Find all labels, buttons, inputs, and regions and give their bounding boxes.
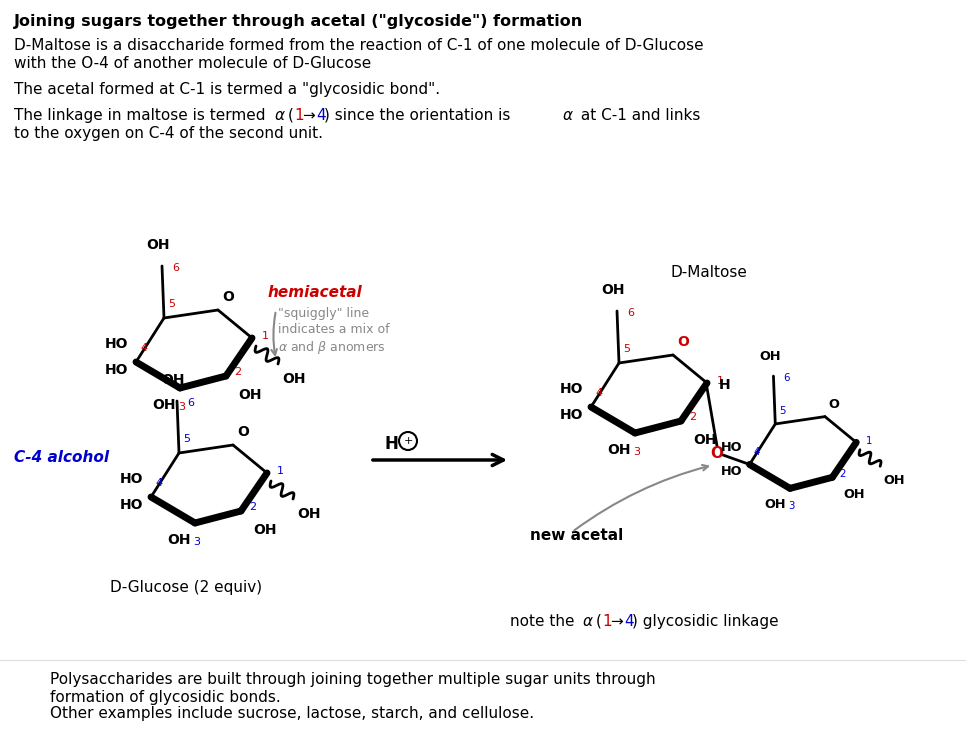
Text: 6: 6 bbox=[628, 308, 635, 318]
Text: Polysaccharides are built through joining together multiple sugar units through: Polysaccharides are built through joinin… bbox=[50, 672, 656, 687]
Text: (: ( bbox=[596, 614, 602, 629]
Text: hemiacetal: hemiacetal bbox=[268, 285, 363, 300]
Text: "squiggly" line: "squiggly" line bbox=[278, 307, 369, 320]
Text: HO: HO bbox=[120, 498, 143, 512]
Text: at C-1 and links: at C-1 and links bbox=[576, 108, 700, 123]
Text: O: O bbox=[677, 335, 689, 349]
Text: $\alpha$: $\alpha$ bbox=[562, 108, 574, 123]
Text: 4: 4 bbox=[156, 478, 162, 488]
Text: O: O bbox=[222, 290, 234, 304]
Text: HO: HO bbox=[559, 408, 583, 422]
Text: to the oxygen on C-4 of the second unit.: to the oxygen on C-4 of the second unit. bbox=[14, 126, 323, 141]
Text: OH: OH bbox=[297, 507, 321, 521]
Text: Other examples include sucrose, lactose, starch, and cellulose.: Other examples include sucrose, lactose,… bbox=[50, 706, 534, 721]
Text: 5: 5 bbox=[779, 406, 785, 416]
Text: OH: OH bbox=[608, 443, 631, 457]
Text: 1: 1 bbox=[866, 436, 872, 446]
Text: The linkage in maltose is termed: The linkage in maltose is termed bbox=[14, 108, 275, 123]
Text: H: H bbox=[719, 378, 730, 392]
Text: 3: 3 bbox=[193, 537, 201, 547]
Text: 2: 2 bbox=[839, 469, 846, 479]
Text: O: O bbox=[829, 398, 839, 411]
Text: 4: 4 bbox=[753, 446, 760, 457]
Text: O: O bbox=[711, 446, 724, 461]
Text: 4: 4 bbox=[316, 108, 326, 123]
Text: HO: HO bbox=[120, 472, 143, 486]
Text: HO: HO bbox=[559, 382, 583, 396]
Text: 4: 4 bbox=[140, 343, 148, 353]
Text: O: O bbox=[237, 425, 249, 439]
Text: OH: OH bbox=[161, 373, 185, 387]
Text: →: → bbox=[302, 108, 315, 123]
Text: OH: OH bbox=[693, 433, 717, 447]
Text: 5: 5 bbox=[183, 434, 190, 444]
Text: OH: OH bbox=[146, 238, 170, 252]
Text: note the: note the bbox=[510, 614, 580, 629]
Text: C-4 alcohol: C-4 alcohol bbox=[14, 450, 109, 465]
Text: $\alpha$ and $\beta$ anomers: $\alpha$ and $\beta$ anomers bbox=[278, 339, 385, 356]
Text: (: ( bbox=[288, 108, 294, 123]
Text: OH: OH bbox=[884, 474, 905, 486]
Text: 1: 1 bbox=[294, 108, 303, 123]
Text: 1: 1 bbox=[602, 614, 611, 629]
Text: 3: 3 bbox=[788, 501, 795, 511]
Text: 1: 1 bbox=[262, 331, 269, 341]
Text: +: + bbox=[404, 436, 412, 446]
Text: HO: HO bbox=[104, 337, 128, 351]
Text: HO: HO bbox=[721, 441, 742, 455]
Text: H: H bbox=[385, 435, 399, 453]
Text: 6: 6 bbox=[187, 398, 194, 408]
Text: 2: 2 bbox=[689, 412, 696, 422]
Text: OH: OH bbox=[765, 498, 786, 510]
Text: 3: 3 bbox=[179, 402, 185, 412]
Text: OH: OH bbox=[167, 533, 191, 547]
Text: formation of glycosidic bonds.: formation of glycosidic bonds. bbox=[50, 690, 281, 705]
Text: 6: 6 bbox=[783, 373, 789, 383]
Text: Joining sugars together through acetal ("glycoside") formation: Joining sugars together through acetal (… bbox=[14, 14, 583, 29]
Text: $\alpha$: $\alpha$ bbox=[274, 108, 286, 123]
Text: with the O-4 of another molecule of D-Glucose: with the O-4 of another molecule of D-Gl… bbox=[14, 56, 371, 71]
Text: 4: 4 bbox=[595, 388, 603, 398]
Text: The acetal formed at C-1 is termed a "glycosidic bond".: The acetal formed at C-1 is termed a "gl… bbox=[14, 82, 440, 97]
Text: 4: 4 bbox=[624, 614, 634, 629]
Text: new acetal: new acetal bbox=[530, 528, 623, 543]
Text: 2: 2 bbox=[234, 367, 242, 377]
Text: D-Maltose: D-Maltose bbox=[670, 265, 747, 280]
Text: OH: OH bbox=[253, 523, 276, 537]
Text: 2: 2 bbox=[249, 502, 256, 512]
Text: ) since the orientation is: ) since the orientation is bbox=[324, 108, 515, 123]
Text: OH: OH bbox=[759, 351, 781, 363]
Text: →: → bbox=[610, 614, 623, 629]
Text: OH: OH bbox=[282, 372, 305, 386]
Text: 1: 1 bbox=[277, 466, 284, 476]
Text: OH: OH bbox=[238, 388, 262, 402]
Text: HO: HO bbox=[721, 465, 742, 478]
Text: HO: HO bbox=[104, 363, 128, 377]
Text: 6: 6 bbox=[173, 263, 180, 273]
Text: $\alpha$: $\alpha$ bbox=[582, 614, 594, 629]
Text: 3: 3 bbox=[634, 447, 640, 457]
Text: 5: 5 bbox=[623, 344, 630, 354]
Text: OH: OH bbox=[843, 489, 865, 501]
Text: OH: OH bbox=[153, 398, 176, 412]
Text: 5: 5 bbox=[168, 299, 175, 309]
Text: D-Glucose (2 equiv): D-Glucose (2 equiv) bbox=[110, 580, 262, 595]
Text: D-Maltose is a disaccharide formed from the reaction of C-1 of one molecule of D: D-Maltose is a disaccharide formed from … bbox=[14, 38, 703, 53]
Text: 1: 1 bbox=[717, 376, 724, 386]
Text: ) glycosidic linkage: ) glycosidic linkage bbox=[632, 614, 779, 629]
Text: OH: OH bbox=[601, 283, 625, 297]
Text: indicates a mix of: indicates a mix of bbox=[278, 323, 389, 336]
